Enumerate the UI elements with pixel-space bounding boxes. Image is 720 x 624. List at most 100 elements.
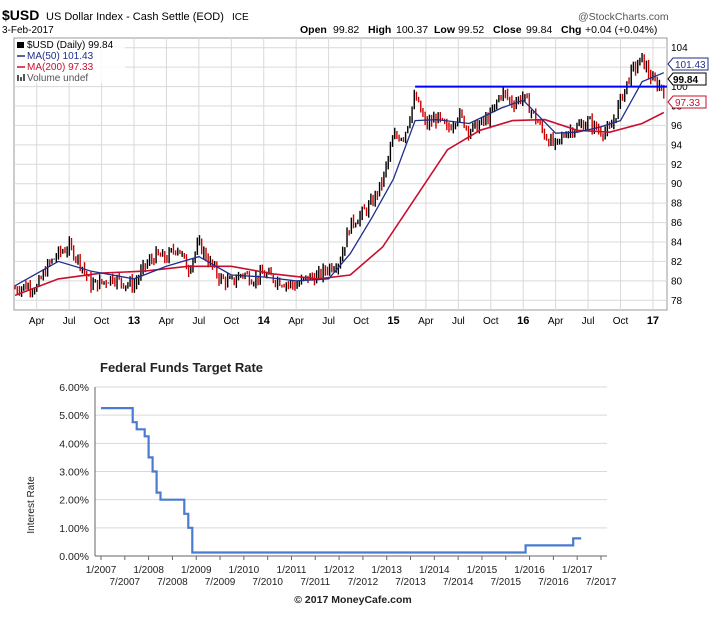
fed-x-tick: 7/2013 — [395, 577, 426, 588]
legend-background — [15, 39, 125, 83]
price-tag-ma50: 101.43 — [667, 57, 709, 71]
ma200-line — [14, 111, 665, 297]
stock-x-tick: Oct — [353, 316, 369, 327]
fed-x-tick: 7/2007 — [110, 577, 141, 588]
stock-x-tick: Oct — [613, 316, 629, 327]
stock-y-tick: 86 — [671, 218, 683, 229]
stock-y-tick: 92 — [671, 160, 683, 171]
stock-y-tick: 100 — [671, 82, 688, 93]
fed-x-tick: 1/2014 — [419, 565, 450, 576]
open-value: 99.82 — [333, 24, 359, 36]
fed-funds-chart: Federal Funds Target Rate Interest Rate … — [26, 360, 617, 606]
fed-x-tick: 7/2017 — [586, 577, 617, 588]
fed-x-tick: 1/2009 — [181, 565, 212, 576]
index-name: US Dollar Index - Cash Settle (EOD) — [46, 11, 224, 23]
stock-x-tick: Jul — [582, 316, 595, 327]
fed-funds-rate-line — [101, 407, 582, 554]
stock-y-tick: 78 — [671, 296, 683, 307]
fed-y-tick: 5.00% — [59, 410, 89, 422]
fed-y-axis-label: Interest Rate — [26, 476, 37, 534]
stock-x-tick: Jul — [63, 316, 76, 327]
price-tag-ma50-text: 101.43 — [675, 60, 706, 71]
fed-x-tick: 7/2014 — [443, 577, 474, 588]
fed-x-tick: 7/2008 — [157, 577, 188, 588]
stock-x-tick: Apr — [29, 316, 45, 327]
stock-x-tick: Jul — [192, 316, 205, 327]
fed-grid — [95, 386, 607, 529]
high-label: High — [368, 24, 391, 36]
stock-x-tick: Oct — [483, 316, 499, 327]
fed-x-tick: 1/2016 — [514, 565, 545, 576]
fed-y-tick: 1.00% — [59, 523, 89, 535]
price-tag-close-text: 99.84 — [673, 75, 698, 86]
stock-y-tick: 94 — [671, 140, 683, 151]
fed-y-tick: 4.00% — [59, 438, 89, 450]
fed-x-tick: 7/2009 — [205, 577, 236, 588]
stock-x-axis: Apr Jul Oct 13 Apr Jul Oct 14 Apr Jul Oct 15 Apr Jul O… — [29, 315, 659, 327]
fed-x-tick: 1/2012 — [324, 565, 355, 576]
legend-swatch-usd — [17, 42, 24, 48]
price-tag-ma200: 97.33 — [667, 95, 707, 109]
stock-x-tick: Jul — [322, 316, 335, 327]
fed-y-tick: 3.00% — [59, 467, 89, 479]
fed-x-tick: 7/2012 — [348, 577, 379, 588]
price-tag-ma200-text: 97.33 — [675, 98, 700, 109]
fed-x-tick: 1/2011 — [277, 565, 307, 576]
stock-x-tick: Oct — [94, 316, 110, 327]
fed-y-tick: 0.00% — [59, 551, 89, 563]
stock-y-tick: 84 — [671, 238, 683, 249]
price-tag-close: 99.84 — [667, 72, 707, 86]
stock-y-tick: 82 — [671, 257, 683, 268]
close-label: Close — [493, 24, 522, 36]
fed-x-tick: 1/2007 — [86, 565, 117, 576]
moneycafe-footer: © 2017 MoneyCafe.com — [294, 594, 411, 606]
fed-x-tick: 1/2008 — [133, 565, 164, 576]
high-value: 100.37 — [396, 24, 428, 36]
fed-x-tick: 7/2015 — [490, 577, 521, 588]
fed-x-tick: 1/2017 — [562, 565, 593, 576]
stock-legend: $USD (Daily) 99.84 MA(50) 101.43 MA(200)… — [15, 39, 125, 84]
ticker: $USD — [2, 7, 39, 23]
stock-x-tick: Apr — [159, 316, 175, 327]
legend-item-ma50: MA(50) 101.43 — [17, 51, 94, 62]
legend-text-usd: $USD (Daily) 99.84 — [27, 40, 114, 51]
chg-value: +0.04 (+0.04%) — [585, 24, 657, 36]
stock-x-tick: 15 — [387, 315, 399, 327]
fed-x-tick: 1/2013 — [371, 565, 402, 576]
stock-y-tick: 90 — [671, 179, 683, 190]
open-label: Open — [300, 24, 327, 36]
fed-x-tick: 1/2015 — [467, 565, 498, 576]
stock-x-tick: Jul — [452, 316, 465, 327]
legend-text-ma50: MA(50) 101.43 — [27, 51, 94, 62]
chg-label: Chg — [561, 24, 581, 36]
legend-item-ma200: MA(200) 97.33 — [17, 62, 94, 73]
stock-x-tick: 14 — [258, 315, 271, 327]
chart-date: 3-Feb-2017 — [2, 25, 54, 36]
stock-x-tick: 17 — [647, 315, 659, 327]
legend-text-ma200: MA(200) 97.33 — [27, 62, 94, 73]
stock-grid — [14, 38, 667, 310]
fed-x-tick: 7/2011 — [300, 577, 330, 588]
fed-x-tick: 1/2010 — [229, 565, 260, 576]
low-label: Low — [434, 24, 456, 36]
low-value: 99.52 — [458, 24, 484, 36]
fed-chart-title: Federal Funds Target Rate — [100, 360, 263, 375]
stock-y-tick: 96 — [671, 121, 683, 132]
fed-y-tick: 6.00% — [59, 382, 89, 394]
volume-icon — [17, 75, 19, 81]
fed-x-tick: 7/2010 — [252, 577, 283, 588]
stock-y-tick: 104 — [671, 43, 688, 54]
close-value: 99.84 — [526, 24, 552, 36]
stock-x-tick: 13 — [128, 315, 140, 327]
fed-x-axis: 1/2007 1/2008 1/2009 1/2010 1/2011 1/2012 1/20… — [86, 556, 617, 588]
stock-x-tick: Apr — [548, 316, 564, 327]
stock-x-tick: Apr — [418, 316, 434, 327]
stock-x-tick: 16 — [517, 315, 529, 327]
fed-y-axis: 6.00% 5.00% 4.00% 3.00% 2.00% 1.00% 0.00% — [59, 382, 89, 563]
fed-x-tick: 7/2016 — [538, 577, 569, 588]
legend-text-volume: Volume undef — [27, 73, 88, 84]
stock-x-tick: Oct — [224, 316, 240, 327]
legend-item-usd: $USD (Daily) 99.84 — [17, 40, 114, 51]
stockcharts-brand: @StockCharts.com — [578, 11, 669, 23]
ma50-line — [14, 72, 665, 287]
